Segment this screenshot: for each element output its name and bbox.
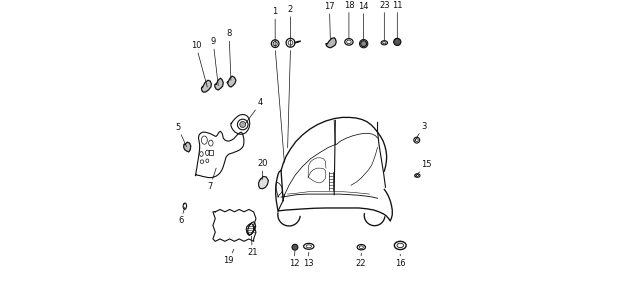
Text: 21: 21 bbox=[247, 236, 257, 257]
Circle shape bbox=[292, 244, 298, 250]
Text: 23: 23 bbox=[379, 1, 390, 41]
Text: 18: 18 bbox=[344, 1, 354, 39]
Text: 3: 3 bbox=[415, 122, 426, 142]
Text: 4: 4 bbox=[246, 98, 263, 123]
Polygon shape bbox=[227, 76, 236, 87]
Text: 10: 10 bbox=[191, 41, 207, 87]
Text: 2: 2 bbox=[288, 5, 293, 47]
Polygon shape bbox=[214, 78, 223, 90]
Text: 1: 1 bbox=[273, 7, 278, 48]
Text: 12: 12 bbox=[289, 251, 300, 268]
Text: 13: 13 bbox=[303, 252, 314, 268]
Text: 17: 17 bbox=[324, 2, 335, 39]
Text: 19: 19 bbox=[223, 249, 234, 265]
Text: 14: 14 bbox=[358, 2, 369, 40]
Text: 11: 11 bbox=[392, 1, 403, 38]
Circle shape bbox=[394, 38, 401, 45]
Text: 20: 20 bbox=[257, 159, 268, 179]
Text: 7: 7 bbox=[207, 168, 216, 191]
Text: 5: 5 bbox=[175, 123, 187, 147]
Polygon shape bbox=[326, 38, 336, 48]
Text: 6: 6 bbox=[178, 207, 185, 225]
Circle shape bbox=[240, 122, 246, 127]
Text: 8: 8 bbox=[227, 30, 232, 80]
Text: 22: 22 bbox=[355, 253, 366, 268]
Polygon shape bbox=[184, 142, 191, 152]
Polygon shape bbox=[259, 176, 268, 189]
Circle shape bbox=[361, 41, 367, 47]
Text: 9: 9 bbox=[211, 37, 218, 86]
Text: 16: 16 bbox=[395, 254, 406, 268]
Polygon shape bbox=[202, 80, 211, 92]
Text: 15: 15 bbox=[415, 160, 431, 177]
